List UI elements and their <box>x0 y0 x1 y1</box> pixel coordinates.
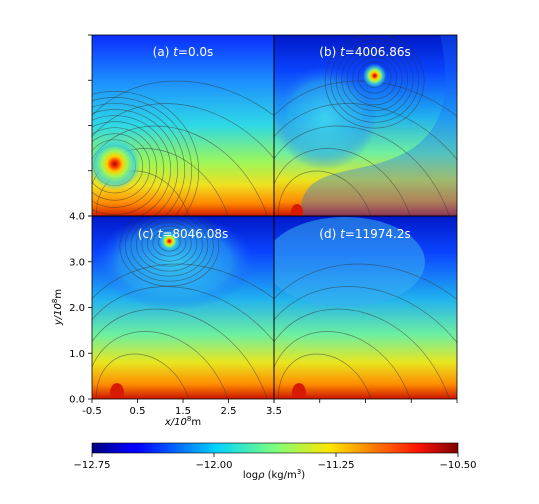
panel-b-label: (b) t=4006.86s <box>319 45 410 59</box>
contour-loop <box>330 38 419 123</box>
contour-loop <box>324 35 425 129</box>
contour-loop <box>125 216 214 282</box>
field-line <box>274 286 457 344</box>
contour-loop <box>92 133 151 201</box>
contour-loop <box>352 56 397 100</box>
panel-a <box>92 35 274 216</box>
y-tick-label: 1.0 <box>69 349 85 360</box>
field-line <box>92 308 268 399</box>
colorbar-tick-label: −12.75 <box>73 460 110 471</box>
contour-loop <box>346 52 403 106</box>
y-axis-minor-ticks-top <box>88 34 92 217</box>
field-line <box>92 80 274 117</box>
panel-a-label: (a) t=0.0s <box>153 45 214 59</box>
colorbar-tick-label: −11.25 <box>317 460 354 471</box>
panel-b-flux-rope-core <box>362 63 387 88</box>
x-tick-label: 2.5 <box>221 406 237 417</box>
colorbar-ticks: −12.75 −12.00 −11.25 −10.50 <box>73 453 477 471</box>
y-tick-label: 2.0 <box>69 303 85 314</box>
contour-loop <box>130 216 209 277</box>
contour-loop <box>92 121 165 216</box>
contour-loop <box>92 115 172 216</box>
colorbar-label: logρ (kg/m3) <box>243 468 305 481</box>
panel-d <box>274 216 457 399</box>
panels-frame <box>91 34 458 400</box>
field-line <box>274 331 411 399</box>
contour-loop <box>357 61 392 94</box>
contour-loop <box>92 127 158 208</box>
field-line <box>274 148 411 216</box>
panel-d-label: (d) t=11974.2s <box>319 227 410 241</box>
field-line <box>277 170 372 216</box>
contour-loop <box>141 221 198 267</box>
x-tick-label: -0.5 <box>82 406 102 417</box>
y-tick-label: 0.0 <box>69 395 85 406</box>
field-line <box>274 125 450 216</box>
panel-c-label: (c) t=8046.08s <box>138 227 228 241</box>
x-axis-title: x/108m <box>164 415 201 428</box>
colorbar-tick-label: −12.00 <box>195 460 232 471</box>
panel-d-contours <box>274 263 457 399</box>
panel-b-contours <box>274 35 457 216</box>
panel-d-footpoint <box>292 383 306 399</box>
panel-c-contours <box>92 216 274 399</box>
panel-c-bubble <box>95 216 255 310</box>
contour-loop <box>136 218 203 272</box>
contour-loop <box>147 225 192 262</box>
contour-loop <box>119 216 220 287</box>
field-line <box>92 125 268 216</box>
panel-b <box>274 35 457 216</box>
contour-loop <box>341 47 408 112</box>
panel-b-arc-structure <box>300 35 457 216</box>
x-tick-label: 1.5 <box>175 406 191 417</box>
colorbar-tick-label: −10.50 <box>439 460 476 471</box>
colorbar <box>91 442 459 454</box>
field-line <box>92 263 274 300</box>
y-tick-label: 3.0 <box>69 257 85 268</box>
panel-a-flux-rope-core <box>92 137 141 190</box>
contour-loop <box>92 103 186 216</box>
y-tick-label: 4.0 <box>69 212 85 223</box>
field-line <box>274 308 450 399</box>
contour-loop <box>152 229 187 257</box>
panel-d-bubble <box>274 217 425 307</box>
field-line <box>95 353 190 399</box>
x-axis: -0.5 0.5 1.5 2.5 3.5 <box>82 399 458 417</box>
field-line <box>92 148 229 216</box>
field-line <box>274 263 457 300</box>
field-line <box>277 353 372 399</box>
y-axis-title: y/108m <box>51 289 64 326</box>
contour-loop <box>92 109 179 216</box>
panel-c-footpoint <box>110 383 124 399</box>
field-line <box>274 80 457 117</box>
panel-b-footpoint <box>291 204 303 216</box>
field-line <box>92 286 274 343</box>
x-tick-label: 0.5 <box>130 406 146 417</box>
x-tick-label: 3.5 <box>266 406 282 417</box>
contour-loop <box>335 43 414 117</box>
field-line <box>92 103 274 160</box>
field-line <box>274 103 457 161</box>
panel-c <box>92 216 274 399</box>
field-line <box>92 331 229 399</box>
y-axis: 0.0 1.0 2.0 3.0 4.0 <box>69 212 92 406</box>
panel-c-flux-rope-core <box>159 231 180 252</box>
